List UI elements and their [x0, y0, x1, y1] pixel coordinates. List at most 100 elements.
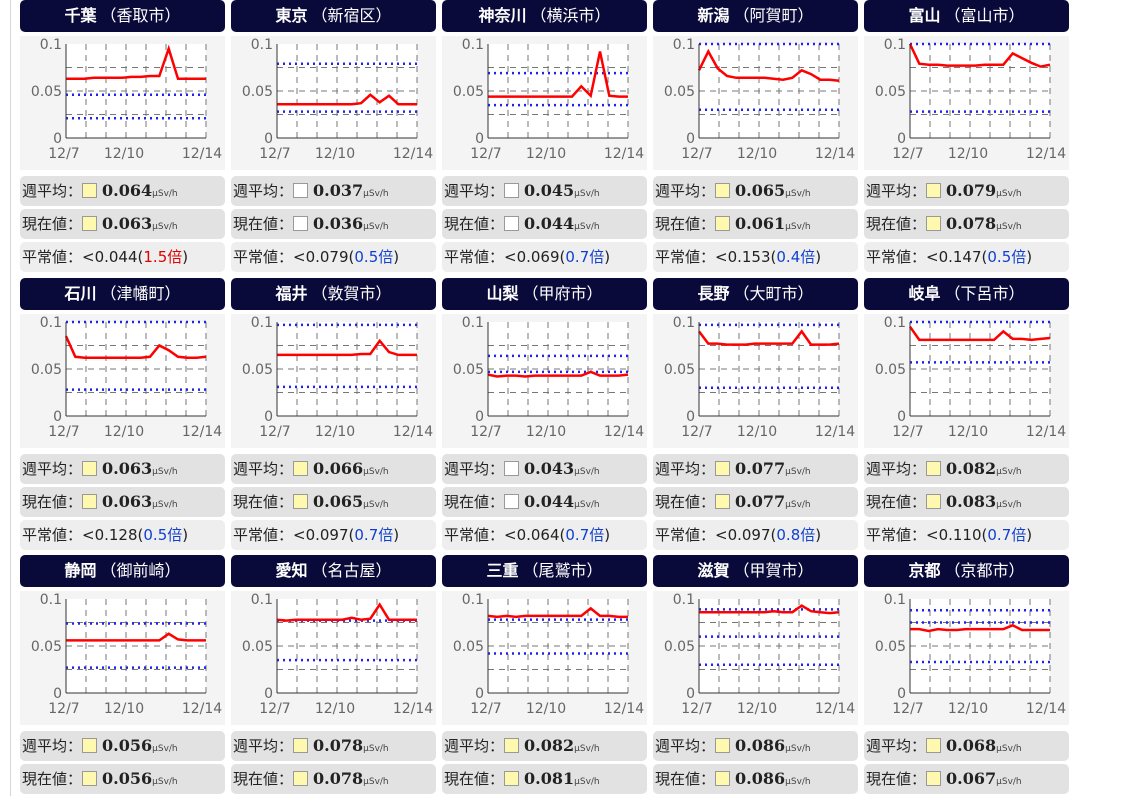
- normal-value-row: 平常値：<0.044(1.5倍): [20, 242, 225, 272]
- current-value-row: 現在値： 0.083μSv/h: [864, 487, 1069, 517]
- level-indicator-icon: [715, 771, 731, 786]
- x-tick-label: 12/7: [48, 424, 79, 440]
- weekly-average-label: 週平均：: [655, 460, 716, 478]
- unit-label: μSv/h: [152, 777, 178, 787]
- level-indicator-icon: [926, 771, 942, 786]
- current-value-row: 現在値： 0.061μSv/h: [653, 209, 858, 239]
- station-location: （京都市）: [944, 561, 1025, 580]
- x-tick-label: 12/7: [892, 146, 923, 162]
- x-tick-label: 12/14: [182, 146, 222, 162]
- x-tick-label: 12/10: [315, 424, 355, 440]
- current-value: 0.077: [735, 492, 786, 511]
- station-title[interactable]: 神奈川 （横浜市）: [442, 0, 647, 32]
- weekly-average-label: 週平均：: [444, 460, 505, 478]
- dose-series-line: [64, 335, 207, 359]
- ratio-unit: 倍: [589, 248, 605, 266]
- ratio-unit: 倍: [1011, 248, 1027, 266]
- weekly-average-value: 0.063: [102, 459, 153, 478]
- station-location: （甲賀市）: [733, 561, 814, 580]
- station-title[interactable]: 千葉 （香取市）: [20, 0, 225, 32]
- station-card: 新潟 （阿賀町） 0.1 0.05 0 12/7 12/10 12/14 週平均： 0.065μS…: [653, 0, 858, 272]
- station-title[interactable]: 岐阜 （下呂市）: [864, 278, 1069, 310]
- station-card: 福井 （敦賀市） 0.1 0.05 0 12/7 12/10 12/14 週平均： 0.066μS…: [231, 278, 436, 550]
- station-card: 岐阜 （下呂市） 0.1 0.05 0 12/7 12/10 12/14 週平均： 0.082μS…: [864, 278, 1069, 550]
- station-location: （富山市）: [944, 6, 1025, 25]
- unit-label: μSv/h: [996, 222, 1022, 232]
- station-title[interactable]: 京都 （京都市）: [864, 555, 1069, 587]
- current-value: 0.083: [946, 492, 997, 511]
- weekly-average-label: 週平均：: [655, 182, 716, 200]
- level-indicator-icon: [504, 183, 520, 198]
- current-value-row: 現在値： 0.077μSv/h: [653, 487, 858, 517]
- station-title[interactable]: 静岡 （御前崎）: [20, 555, 225, 587]
- paren-close: ): [604, 248, 611, 266]
- x-tick-label: 12/14: [393, 701, 433, 717]
- weekly-average-label: 週平均：: [655, 737, 716, 755]
- station-card: 長野 （大町市） 0.1 0.05 0 12/7 12/10 12/14 週平均： 0.077μS…: [653, 278, 858, 550]
- current-value-label: 現在値：: [866, 215, 927, 233]
- ratio-unit: 倍: [378, 248, 394, 266]
- level-indicator-icon: [504, 461, 520, 476]
- current-value: 0.078: [946, 214, 997, 233]
- paren-open: (: [137, 526, 144, 544]
- station-title[interactable]: 東京 （新宿区）: [231, 0, 436, 32]
- ratio-value: 0.7: [565, 248, 590, 266]
- station-prefecture: 静岡: [64, 561, 97, 580]
- weekly-average-label: 週平均：: [866, 737, 927, 755]
- x-tick-label: 12/14: [815, 701, 855, 717]
- y-tick-label: 0.1: [251, 37, 273, 53]
- x-tick-label: 12/14: [604, 424, 644, 440]
- x-tick-label: 12/10: [737, 701, 777, 717]
- station-title[interactable]: 石川 （津幡町）: [20, 278, 225, 310]
- station-title[interactable]: 山梨 （甲府市）: [442, 278, 647, 310]
- y-tick-label: 0: [264, 131, 273, 147]
- weekly-average-value: 0.068: [946, 736, 997, 755]
- station-prefecture: 東京: [275, 6, 308, 25]
- station-prefecture: 福井: [275, 284, 308, 303]
- level-indicator-icon: [504, 216, 520, 231]
- station-title[interactable]: 滋賀 （甲賀市）: [653, 555, 858, 587]
- y-tick-label: 0: [686, 686, 695, 702]
- station-chart: 0.1 0.05 0 12/7 12/10 12/14: [864, 314, 1069, 448]
- unit-label: μSv/h: [152, 467, 178, 477]
- ratio-unit: 倍: [800, 248, 816, 266]
- unit-label: μSv/h: [785, 777, 811, 787]
- weekly-average-row: 週平均： 0.065μSv/h: [653, 176, 858, 206]
- dose-series-line: [488, 51, 628, 99]
- level-indicator-icon: [82, 738, 98, 753]
- station-title[interactable]: 愛知 （名古屋）: [231, 555, 436, 587]
- normal-value-row: 平常値：<0.147(0.5倍): [864, 242, 1069, 272]
- station-chart: 0.1 0.05 0 12/7 12/10 12/14: [653, 591, 858, 725]
- x-tick-label: 12/10: [315, 701, 355, 717]
- x-tick-label: 12/14: [815, 146, 855, 162]
- station-chart: 0.1 0.05 0 12/7 12/10 12/14: [20, 591, 225, 725]
- normal-value: 0.097: [727, 526, 771, 544]
- station-title[interactable]: 新潟 （阿賀町）: [653, 0, 858, 32]
- chart-svg: 0.1 0.05 012/7 12/10 12/14: [664, 592, 855, 717]
- unit-label: μSv/h: [785, 467, 811, 477]
- dose-series-line: [910, 623, 1050, 633]
- y-tick-label: 0: [53, 409, 62, 425]
- station-title[interactable]: 三重 （尾鷲市）: [442, 555, 647, 587]
- station-card: 神奈川 （横浜市） 0.1 0.05 0 12/7 12/10 12/14 週平均： 0.045μ…: [442, 0, 647, 272]
- level-indicator-icon: [293, 183, 309, 198]
- chart-svg: 0.1 0.05 012/7 12/10 12/14: [31, 592, 222, 717]
- y-tick-label: 0.1: [40, 592, 62, 608]
- normal-value-label: 平常値：<: [655, 526, 728, 544]
- level-indicator-icon: [293, 461, 309, 476]
- station-chart: 0.1 0.05 0 12/7 12/10 12/14: [231, 314, 436, 448]
- current-value-label: 現在値：: [233, 770, 294, 788]
- normal-value: 0.044: [94, 248, 138, 266]
- y-tick-label: 0.05: [242, 362, 273, 378]
- station-title[interactable]: 富山 （富山市）: [864, 0, 1069, 32]
- station-title[interactable]: 長野 （大町市）: [653, 278, 858, 310]
- ratio-value: 0.7: [987, 526, 1012, 544]
- weekly-average-row: 週平均： 0.043μSv/h: [442, 454, 647, 484]
- station-location: （下呂市）: [944, 284, 1025, 303]
- x-tick-label: 12/10: [737, 146, 777, 162]
- x-tick-label: 12/7: [470, 701, 501, 717]
- station-title[interactable]: 福井 （敦賀市）: [231, 278, 436, 310]
- y-tick-label: 0.05: [31, 84, 62, 100]
- dose-series-line: [487, 370, 629, 378]
- station-location: （大町市）: [733, 284, 814, 303]
